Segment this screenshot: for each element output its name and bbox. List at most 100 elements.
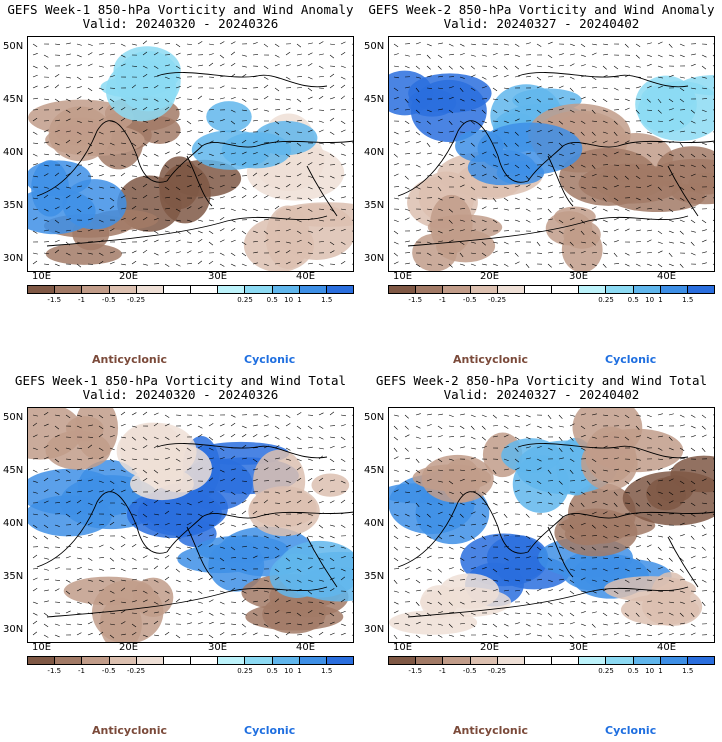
wind-vector — [426, 109, 432, 113]
wind-vector — [340, 458, 346, 462]
wind-vector — [657, 578, 663, 581]
wind-vector — [197, 500, 203, 504]
wind-vector — [219, 252, 225, 256]
wind-vector — [690, 632, 696, 636]
wind-vector — [263, 129, 269, 133]
wind-vector — [393, 252, 399, 257]
wind-vector — [415, 447, 421, 449]
wind-vector — [646, 568, 652, 573]
wind-vector — [153, 52, 159, 56]
wind-vector — [547, 120, 553, 123]
wind-vector — [580, 230, 585, 235]
wind-vector — [307, 590, 313, 595]
wind-vector — [503, 425, 509, 429]
wind-vector — [558, 588, 564, 592]
wind-vector — [624, 131, 630, 134]
wind-vector — [569, 207, 575, 210]
wind-vector — [470, 153, 475, 158]
wind-vector — [426, 142, 431, 148]
colorbar-label: -0.5 — [101, 296, 116, 304]
wind-vector — [131, 131, 137, 134]
wind-vector — [219, 434, 225, 438]
map-frame — [27, 407, 354, 643]
wind-vector — [712, 414, 715, 416]
wind-vector — [404, 240, 410, 243]
wind-vector — [296, 173, 302, 177]
wind-vector — [415, 458, 420, 463]
wind-vector — [415, 164, 421, 168]
wind-vector — [230, 130, 236, 133]
wind-vector — [503, 109, 509, 112]
wind-vector — [690, 502, 696, 506]
wind-vector — [230, 96, 236, 100]
wind-vector — [164, 106, 170, 111]
wind-vector — [340, 568, 346, 572]
wind-vector — [109, 623, 115, 626]
wind-vector — [657, 632, 663, 636]
wind-vector — [393, 186, 400, 188]
wind-vector — [230, 468, 236, 471]
wind-vector — [679, 447, 685, 452]
wind-vector — [263, 579, 269, 582]
wind-vector — [613, 185, 619, 188]
wind-vector — [307, 477, 313, 482]
wind-vector — [76, 139, 82, 144]
wind-vector — [164, 219, 170, 221]
wind-vector — [142, 523, 148, 526]
wind-vector — [296, 557, 302, 560]
wind-vector — [120, 601, 126, 604]
wind-vector — [307, 197, 313, 202]
wind-vector — [580, 96, 586, 100]
wind-vector — [492, 480, 498, 485]
wind-vector — [624, 263, 630, 267]
wind-vector — [525, 623, 531, 627]
wind-vector — [197, 633, 203, 636]
wind-vector — [131, 458, 137, 461]
wind-vector — [602, 469, 608, 472]
wind-vector — [558, 219, 564, 224]
wind-vector — [87, 186, 93, 190]
wind-vector — [329, 621, 335, 625]
wind-vector — [624, 469, 630, 473]
wind-vector — [219, 216, 225, 221]
wind-vector — [470, 54, 476, 57]
wind-vector — [142, 106, 148, 111]
wind-vector — [415, 557, 422, 559]
wind-vector — [426, 424, 432, 427]
wind-vector — [296, 522, 302, 526]
wind-vector — [448, 589, 454, 592]
wind-vector — [109, 164, 115, 167]
wind-vector — [536, 109, 542, 114]
wind-vector — [351, 109, 354, 112]
wind-vector — [274, 87, 280, 92]
wind-vector — [701, 568, 707, 571]
wind-vector — [43, 489, 49, 493]
wind-vector — [131, 513, 137, 516]
wind-vector — [340, 186, 347, 188]
wind-vector — [76, 241, 82, 244]
wind-vector — [668, 141, 674, 144]
wind-vector — [404, 141, 410, 144]
wind-vector — [646, 218, 652, 221]
wind-vector — [318, 75, 324, 78]
wind-vector — [296, 634, 303, 636]
wind-vector — [690, 206, 696, 210]
wind-vector — [492, 98, 498, 101]
wind-vector — [558, 252, 565, 254]
wind-vector — [197, 142, 203, 147]
wind-vector — [580, 491, 586, 495]
wind-vector — [318, 579, 324, 582]
wind-vector — [87, 612, 93, 615]
wind-vector — [274, 524, 280, 529]
wind-vector — [503, 163, 509, 166]
wind-vector — [109, 98, 115, 103]
wind-vector — [131, 479, 137, 482]
wind-vector — [307, 230, 313, 233]
wind-vector — [481, 219, 487, 223]
wind-vector — [230, 568, 236, 571]
wind-vector — [252, 140, 258, 144]
wind-vector — [503, 579, 509, 582]
wind-vector — [296, 425, 302, 430]
wind-vector — [690, 590, 697, 592]
wind-vector — [580, 208, 586, 211]
